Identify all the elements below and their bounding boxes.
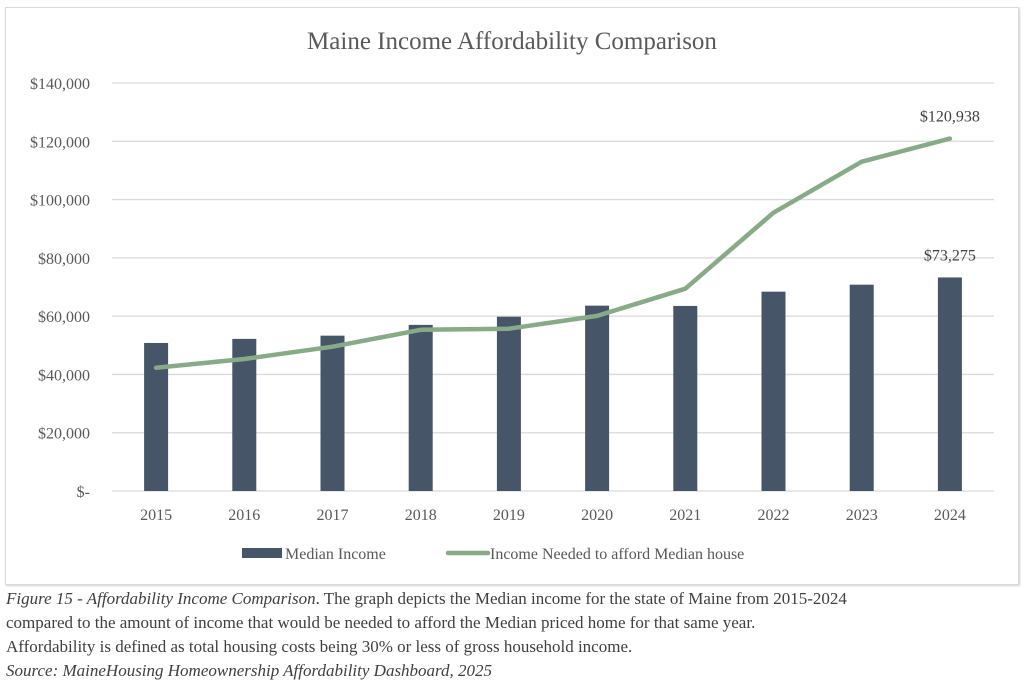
y-tick-label: $120,000 [30,134,90,151]
bar-median-income [232,338,257,491]
data-labels: $120,938 $73,275 [920,109,980,265]
x-tick-label: 2015 [140,507,172,524]
data-label: $73,275 [924,247,976,264]
chart-title: Maine Income Affordability Comparison [307,28,717,55]
data-label: $120,938 [920,109,980,126]
line-income-needed [153,136,953,370]
y-tick-label: $40,000 [38,367,90,384]
x-tick-label: 2023 [846,507,878,524]
figure-caption: Figure 15 - Affordability Income Compari… [6,587,1016,683]
bar-median-income [673,305,698,491]
bar-median-income [849,284,874,491]
y-axis-ticks: $- $20,000 $40,000 $60,000 $80,000 $100,000 $1… [30,76,90,501]
bar-median-income [937,277,962,491]
y-tick-label: $- [77,484,90,501]
caption-line-3: Affordability is defined as total housin… [6,637,633,656]
line-series [153,136,953,370]
x-tick-label: 2019 [493,507,525,524]
y-tick-label: $100,000 [30,193,90,210]
y-tick-label: $140,000 [30,76,90,93]
y-tick-label: $60,000 [38,309,90,326]
gridlines [112,82,994,492]
caption-source: Source: MaineHousing Homeownership Affor… [6,661,493,680]
chart: Maine Income Affordability Comparison $-… [30,28,994,563]
bars [144,277,962,491]
bar-median-income [496,316,521,491]
bar-median-income [408,324,433,491]
y-tick-label: $80,000 [38,251,90,268]
x-tick-label: 2021 [669,507,701,524]
caption-line-2: compared to the amount of income that wo… [6,613,756,632]
legend-swatch-median-income [242,548,282,558]
x-tick-label: 2024 [934,507,966,524]
caption-line-1: Figure 15 - Affordability Income Compari… [6,587,1016,611]
x-tick-label: 2017 [317,507,349,524]
caption-line-1-text: . The graph depicts the Median income fo… [315,589,847,608]
x-tick-label: 2018 [405,507,437,524]
figure-label: Figure 15 - Affordability Income Compari… [6,589,316,608]
legend-label-median-income: Median Income [285,546,386,563]
bar-median-income [320,335,345,491]
x-tick-label: 2020 [581,507,613,524]
legend: Median Income Income Needed to afford Med… [242,546,744,563]
y-tick-label: $20,000 [38,426,90,443]
bar-median-income [761,291,786,491]
bar-median-income [585,305,610,491]
legend-label-income-needed: Income Needed to afford Median house [490,546,744,563]
x-axis-ticks: 2015 2016 2017 2018 2019 2020 2021 2022 2023 2024 [140,507,966,524]
x-tick-label: 2022 [758,507,790,524]
x-tick-label: 2016 [228,507,260,524]
